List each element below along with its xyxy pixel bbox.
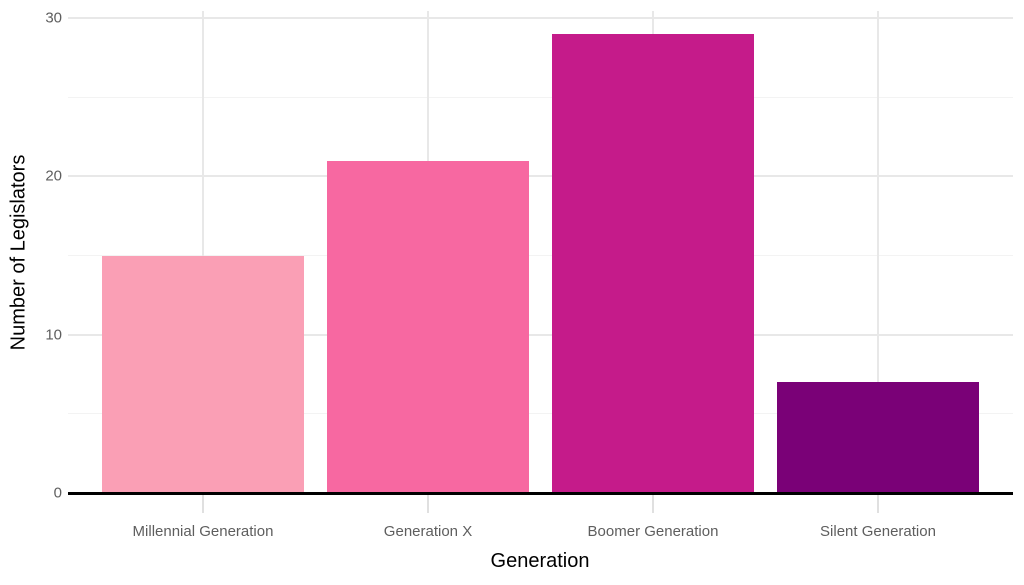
y-tick-label-20: 20 <box>45 167 62 185</box>
x-tick-mark-millennial-generation <box>202 495 204 513</box>
gridline-major-y20 <box>68 175 1013 178</box>
x-tick-label-silent-generation: Silent Generation <box>820 523 936 540</box>
x-tick-label-millennial-generation: Millennial Generation <box>132 523 274 540</box>
x-axis-line <box>68 492 1013 495</box>
x-axis-title: Generation <box>490 550 590 572</box>
y-tick-label-0: 0 <box>53 484 62 502</box>
gridline-minor-y5 <box>68 413 1013 415</box>
x-tick-mark-generation-x <box>427 495 429 513</box>
x-tick-mark-boomer-generation <box>652 495 654 513</box>
bar-silent-generation <box>776 382 980 493</box>
gridline-major-y30 <box>68 17 1013 19</box>
bar-boomer-generation <box>551 33 755 493</box>
gridline-minor-y25 <box>68 96 1013 98</box>
x-tick-mark-silent-generation <box>877 495 879 513</box>
gridline-vertical-millennial-generation <box>202 11 204 493</box>
bar-millennial-generation <box>101 255 305 493</box>
x-tick-label-generation-x: Generation X <box>383 523 473 540</box>
bar-generation-x <box>326 160 530 493</box>
y-tick-label-30: 30 <box>45 9 62 27</box>
gridline-minor-y15 <box>68 255 1013 256</box>
y-axis-title: Number of Legislators <box>0 11 38 493</box>
gridline-major-y10 <box>68 333 1013 336</box>
plot-panel <box>68 11 1013 493</box>
gridline-vertical-silent-generation <box>877 11 879 493</box>
y-tick-label-10: 10 <box>45 326 62 344</box>
x-tick-label-boomer-generation: Boomer Generation <box>587 523 719 540</box>
